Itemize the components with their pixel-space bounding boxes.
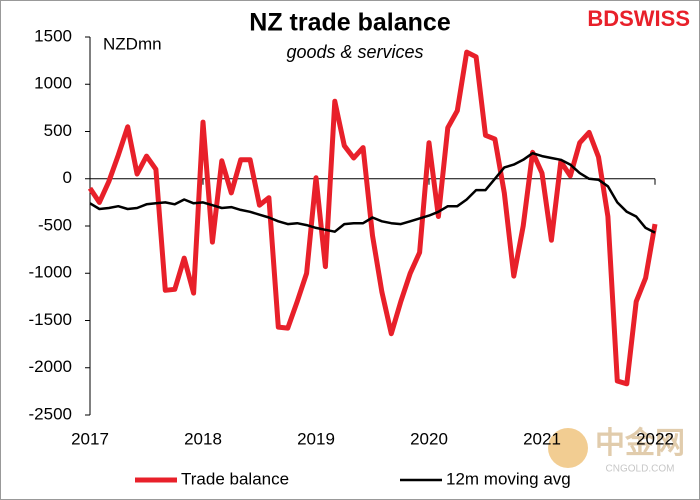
- y-axis-label: NZDmn: [103, 34, 162, 53]
- y-tick-label: -1000: [29, 263, 72, 282]
- x-tick-label: 2017: [71, 429, 109, 448]
- brand: BDSWISS: [587, 6, 690, 31]
- chart-title: NZ trade balance: [249, 9, 451, 37]
- legend-label: Trade balance: [181, 469, 289, 488]
- y-tick-label: 1500: [34, 26, 72, 45]
- watermark-url: CNGOLD.COM: [606, 464, 675, 475]
- chart-subtitle: goods & services: [286, 42, 423, 62]
- y-tick-label: 500: [44, 121, 72, 140]
- x-tick-label: 2020: [410, 429, 448, 448]
- legend-label: 12m moving avg: [446, 469, 571, 488]
- x-tick-label: 2018: [184, 429, 222, 448]
- legend-item: 12m moving avg: [400, 469, 571, 488]
- y-tick-label: 0: [63, 168, 72, 187]
- series-line: [89, 151, 656, 234]
- watermark: 中金网 CNGOLD.COM: [548, 426, 685, 475]
- y-tick-label: 1000: [34, 74, 72, 93]
- x-tick-label: 2022: [636, 429, 674, 448]
- y-tick-label: -1500: [29, 310, 72, 329]
- legend-item: Trade balance: [135, 469, 289, 488]
- x-tick-label: 2019: [297, 429, 335, 448]
- watermark-logo: [548, 428, 588, 468]
- y-tick-label: -2500: [29, 404, 72, 423]
- y-tick-label: -500: [38, 215, 72, 234]
- series-line: [87, 49, 658, 387]
- watermark-text: 中金网: [595, 426, 685, 460]
- x-tick-label: 2021: [523, 429, 561, 448]
- y-tick-label: -2000: [29, 357, 72, 376]
